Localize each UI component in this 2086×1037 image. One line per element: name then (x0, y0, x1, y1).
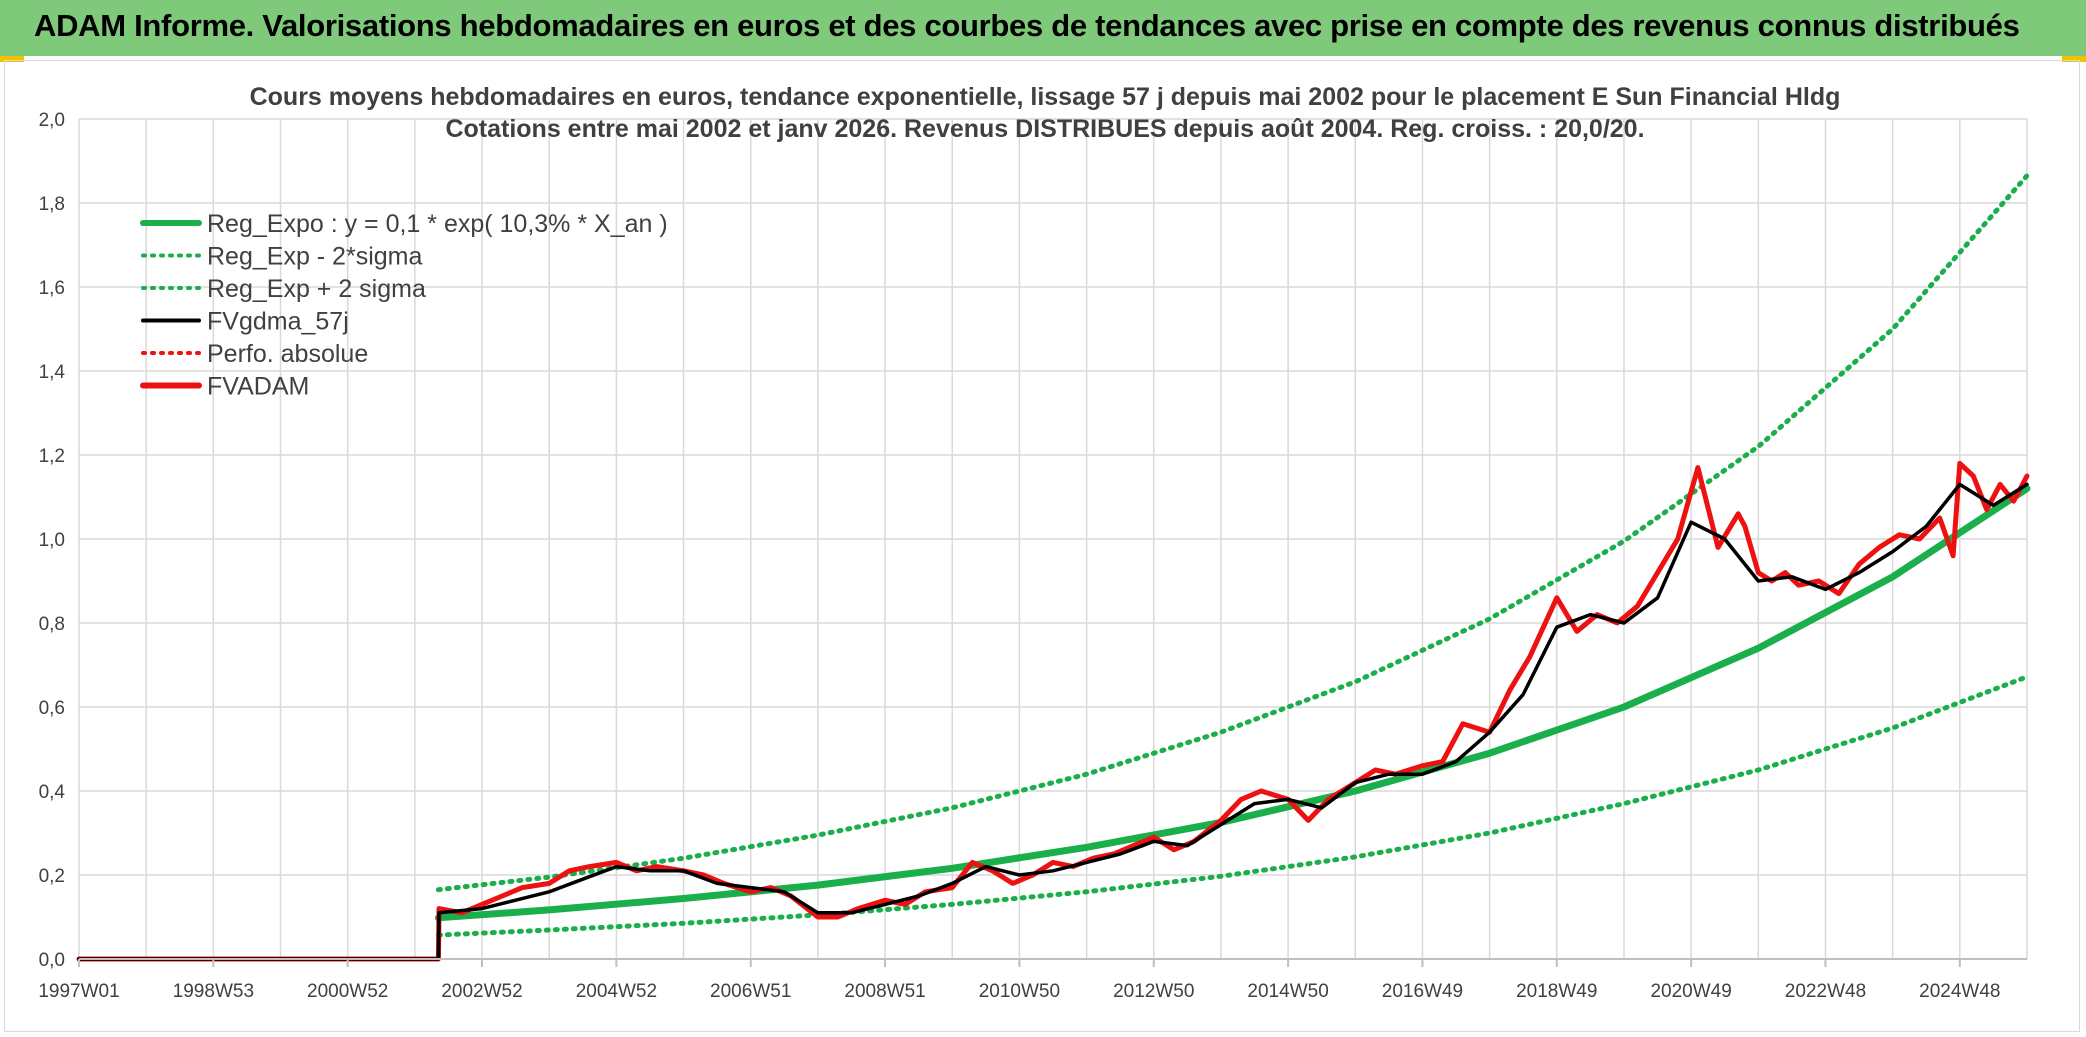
x-tick-label: 2002W52 (441, 981, 522, 1002)
x-tick-label: 2006W51 (710, 981, 791, 1002)
x-tick-label: 2010W50 (979, 981, 1060, 1002)
chart-frame: 0,0 0,2 0,4 0,6 0,8 1,0 1,2 1,4 1,6 1,8 2,0 1997W01… (4, 60, 2080, 1032)
legend: Reg_Expo : y = 0,1 * exp( 10,3% * X_an )… (140, 210, 668, 401)
y-tick-label: 0,6 (39, 698, 65, 719)
legend-label-perfo: Perfo. absolue (207, 340, 368, 368)
chart: 0,0 0,2 0,4 0,6 0,8 1,0 1,2 1,4 1,6 1,8 2,0 1997W01… (38, 83, 2031, 1002)
x-tick-label: 2022W48 (1785, 981, 1866, 1002)
y-tick-label: 1,4 (39, 362, 66, 383)
x-tick-label: 2018W49 (1516, 981, 1597, 1002)
x-tick-label: 2000W52 (307, 981, 388, 1002)
x-tick-label: 2014W50 (1247, 981, 1328, 1002)
series-reg-expo (434, 485, 2031, 922)
page-title: ADAM Informe. Valorisations hebdomadaire… (34, 8, 2020, 43)
legend-label-reg_minus: Reg_Exp - 2*sigma (207, 243, 422, 271)
y-tick-label: 1,0 (39, 530, 65, 551)
x-tick-label: 2024W48 (1919, 981, 2000, 1002)
legend-label-fvadam: FVADAM (207, 373, 309, 401)
y-tick-label: 2,0 (39, 110, 65, 131)
legend-label-reg_plus: Reg_Exp + 2 sigma (207, 275, 426, 303)
y-tick-label: 1,6 (39, 278, 65, 299)
chart-title: Cours moyens hebdomadaires en euros, ten… (250, 83, 1841, 143)
corner-mark-right (2062, 56, 2086, 62)
x-tick-label: 2004W52 (576, 981, 657, 1002)
x-tick-label: 2020W49 (1650, 981, 1731, 1002)
y-tick-label: 0,0 (39, 950, 65, 971)
series-reg-exp-2-sigma (435, 173, 2030, 893)
x-tick-label: 2012W50 (1113, 981, 1194, 1002)
header-banner: ADAM Informe. Valorisations hebdomadaire… (0, 0, 2086, 56)
y-tick-label: 1,8 (39, 194, 65, 215)
legend-label-fvgdma: FVgdma_57j (207, 308, 349, 336)
series-fvadam (76, 460, 2030, 962)
series-reg-exp-2-sigma (435, 674, 2030, 938)
corner-mark-left (0, 56, 24, 62)
x-tick-label: 2016W49 (1382, 981, 1463, 1002)
x-tick-label: 1998W53 (173, 981, 254, 1002)
y-tick-label: 1,2 (39, 446, 65, 467)
y-tick-label: 0,4 (39, 782, 66, 803)
series-layer (76, 173, 2031, 962)
series-fvgdma-57j (77, 482, 2029, 961)
y-tick-label: 0,8 (39, 614, 65, 635)
x-tick-label: 1997W01 (38, 981, 119, 1002)
axes: 0,0 0,2 0,4 0,6 0,8 1,0 1,2 1,4 1,6 1,8 2,0 1997W01… (38, 110, 2027, 1002)
y-tick-label: 0,2 (39, 866, 65, 887)
x-tick-label: 2008W51 (844, 981, 925, 1002)
chart-title-line: Cotations entre mai 2002 et janv 2026. R… (445, 115, 1644, 143)
legend-label-reg_expo: Reg_Expo : y = 0,1 * exp( 10,3% * X_an ) (207, 210, 668, 238)
chart-title-line: Cours moyens hebdomadaires en euros, ten… (250, 83, 1841, 111)
